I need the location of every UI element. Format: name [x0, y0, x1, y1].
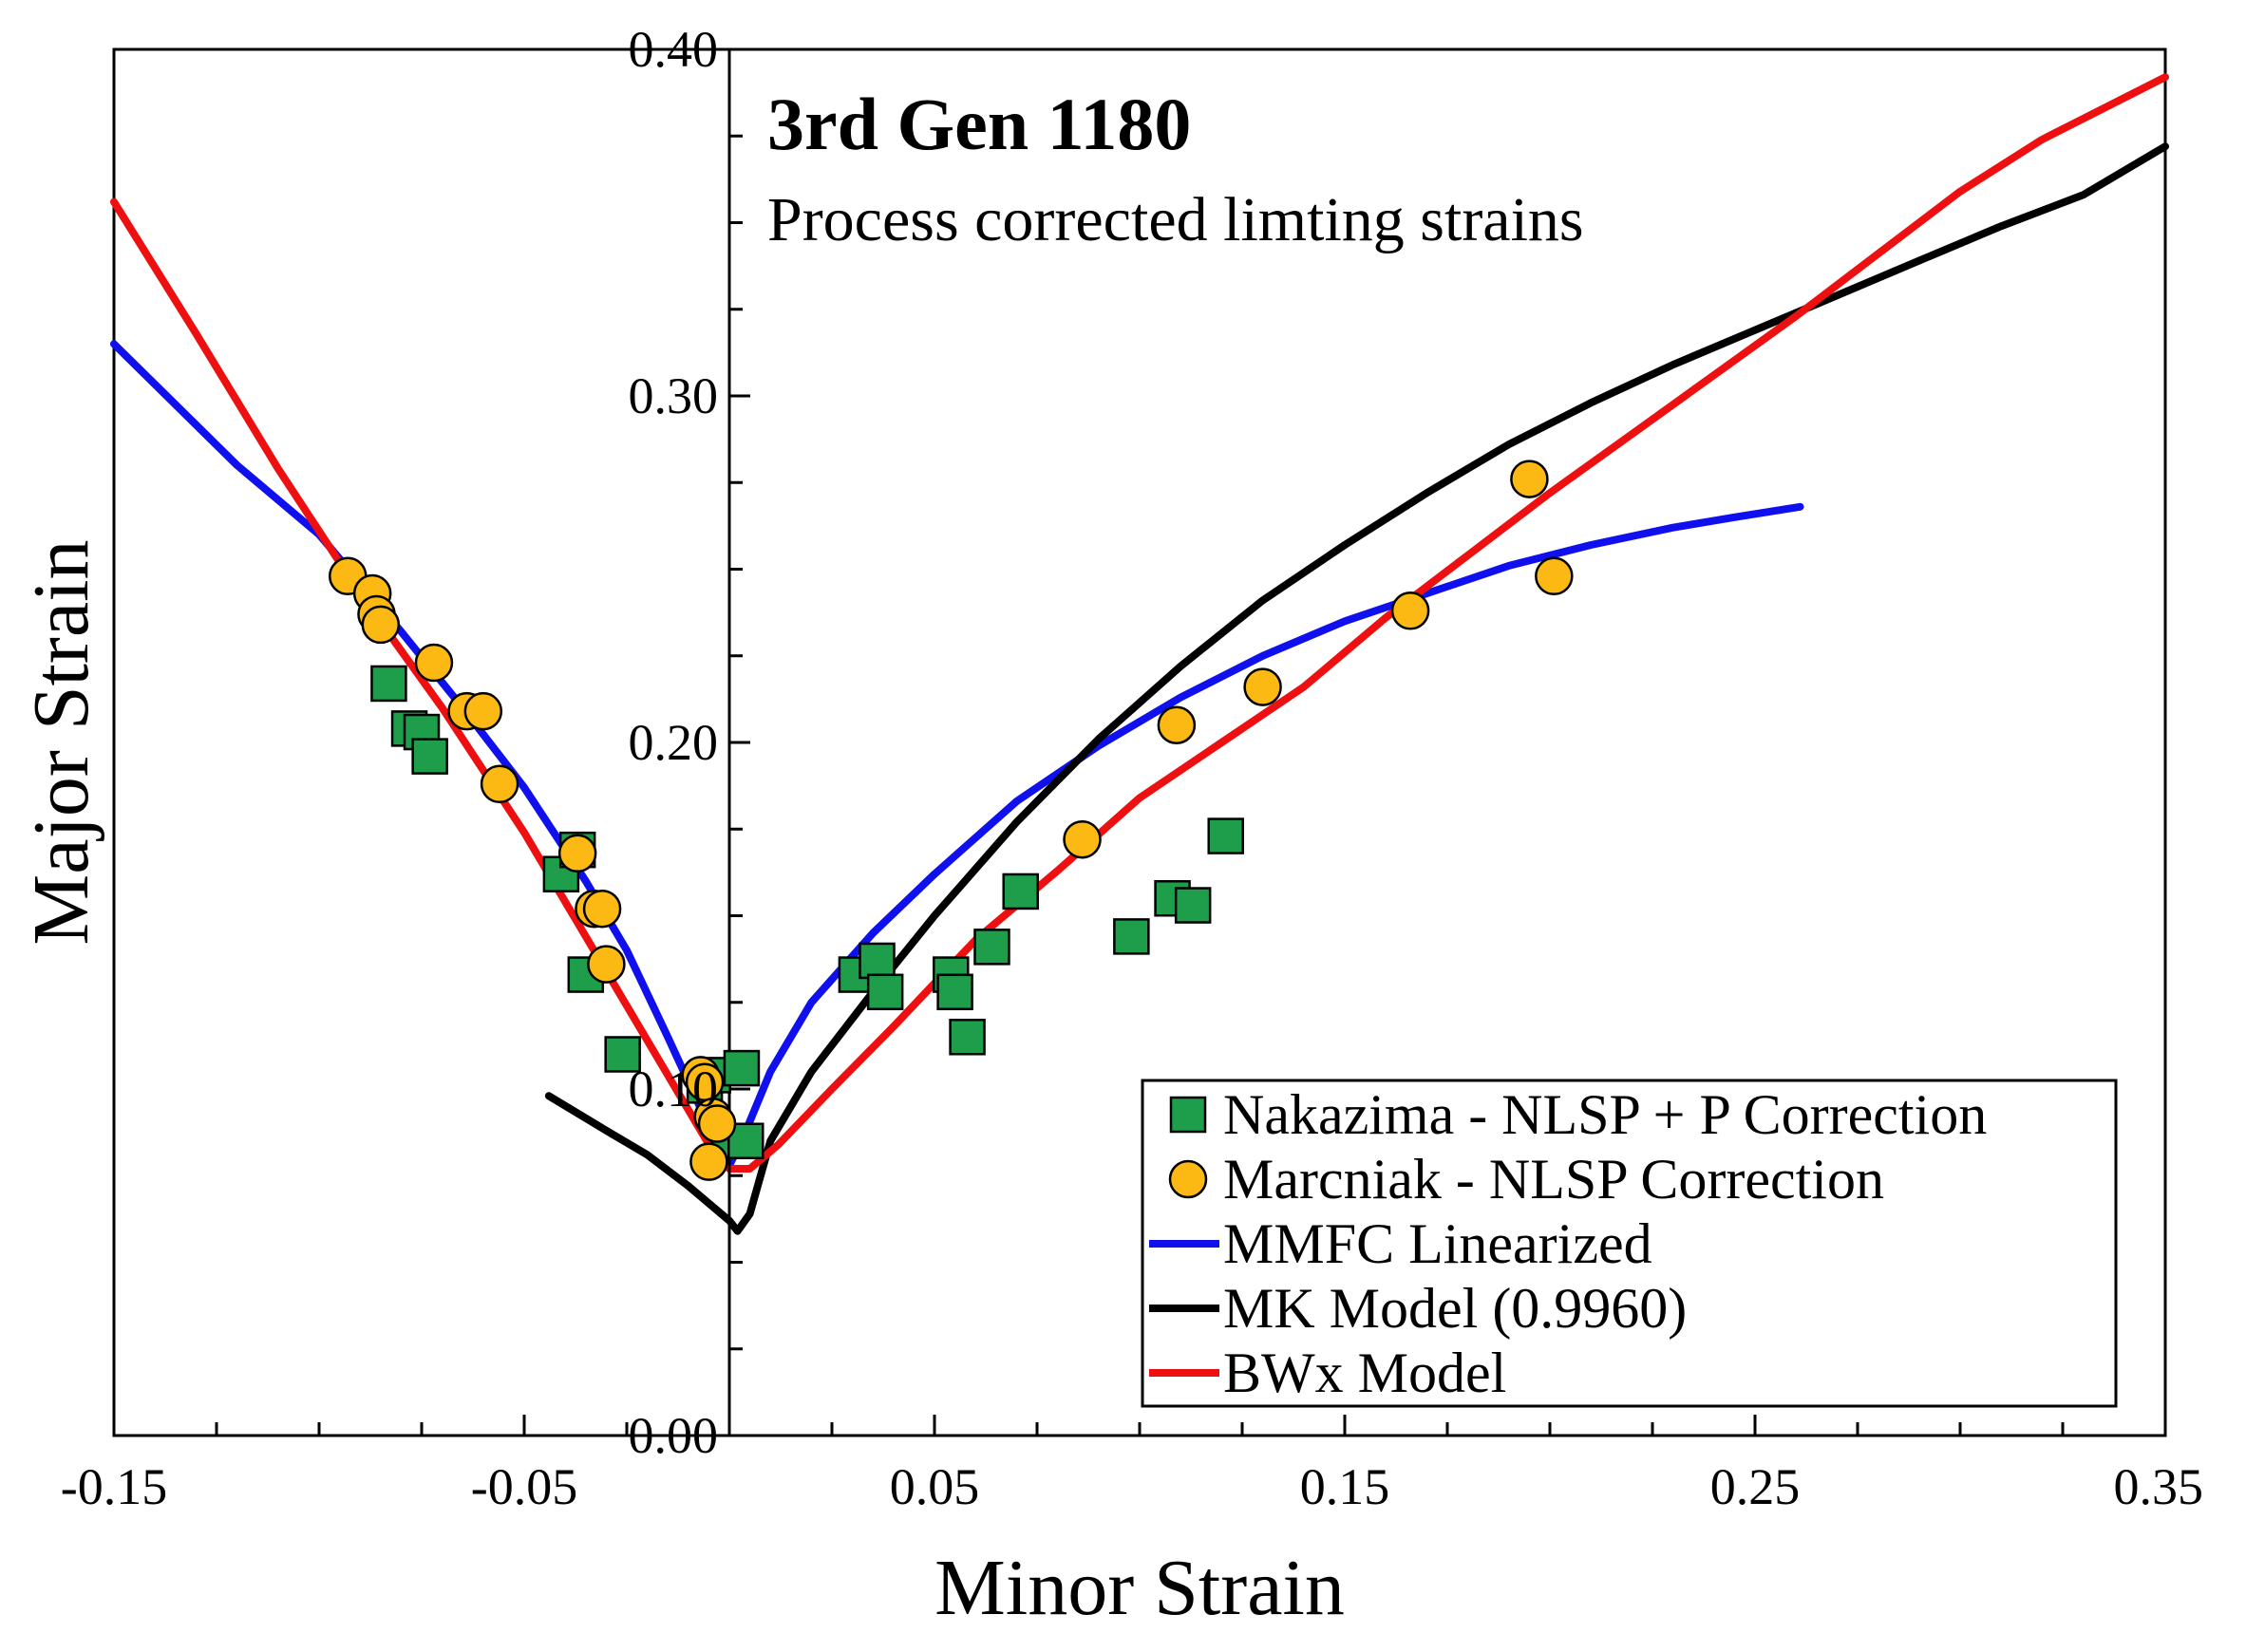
data-point-square [370, 665, 407, 703]
data-point-circle [587, 945, 626, 984]
y-tick-label: 0.00 [629, 1407, 719, 1464]
x-tick-label: -0.05 [471, 1458, 577, 1515]
series-line-bwx-model [110, 73, 2169, 1173]
series-markers [328, 460, 1574, 1181]
data-point-square [723, 1049, 761, 1087]
x-tick-label: 0.05 [890, 1458, 980, 1515]
data-point-square [859, 942, 896, 980]
x-tick-label: 0.15 [1300, 1458, 1390, 1515]
data-point-square [866, 973, 904, 1011]
data-point-square [604, 1036, 641, 1073]
legend-marker-circle [1168, 1159, 1208, 1199]
y-tick-label: 0.40 [629, 21, 719, 78]
data-point-circle [1390, 591, 1430, 630]
data-point-circle [480, 764, 519, 804]
data-point-circle [1510, 460, 1549, 498]
data-point-square [411, 738, 448, 775]
x-axis-title: Minor Strain [934, 1544, 1345, 1632]
y-tick-label: 0.20 [629, 714, 719, 771]
data-point-square [949, 1019, 986, 1056]
chart-subtitle: Process corrected limting strains [767, 185, 1584, 254]
data-point-square [1002, 873, 1039, 910]
data-point-square [936, 973, 973, 1011]
x-tick-label: 0.35 [2114, 1458, 2204, 1515]
data-point-circle [1063, 819, 1102, 859]
data-point-circle [463, 691, 503, 731]
data-point-square [973, 929, 1010, 966]
legend-label: Nakazima - NLSP + P Correction [1223, 1083, 1987, 1146]
data-point-circle [557, 834, 597, 873]
y-tick-label: 0.30 [629, 367, 719, 424]
data-point-circle [697, 1104, 737, 1143]
data-point-circle [582, 889, 622, 929]
data-point-circle [414, 643, 454, 683]
legend-marker-square [1169, 1096, 1207, 1134]
data-point-circle [1157, 705, 1197, 744]
data-point-circle [689, 1142, 728, 1181]
y-tick-label: 0.10 [629, 1061, 719, 1117]
legend-label: MK Model (0.9960) [1223, 1277, 1687, 1340]
legend-label: MMFC Linearized [1223, 1212, 1652, 1275]
tick-labels: 0.00 0.10 0.20 0.30 0.40 -0.15 -0.05 0.05 0.15 0.… [61, 21, 2203, 1515]
y-axis-title: Major Strain [17, 540, 105, 946]
x-tick-label: -0.15 [61, 1458, 167, 1515]
data-point-circle [1535, 556, 1574, 596]
axes [112, 47, 2167, 1437]
x-tick-label: 0.25 [1710, 1458, 1801, 1515]
data-point-circle [1243, 667, 1282, 706]
legend-box [1141, 1079, 2118, 1408]
chart-title: 3rd Gen 1180 [767, 83, 1191, 165]
data-point-square [1207, 817, 1244, 854]
data-point-square [1174, 887, 1212, 924]
legend-label: Marcniak - NLSP Correction [1223, 1148, 1884, 1211]
legend-label: BWx Model [1223, 1342, 1506, 1404]
data-point-circle [361, 605, 401, 645]
series-line-mmfc-linearized [110, 340, 1804, 1170]
data-point-square [1113, 918, 1150, 955]
